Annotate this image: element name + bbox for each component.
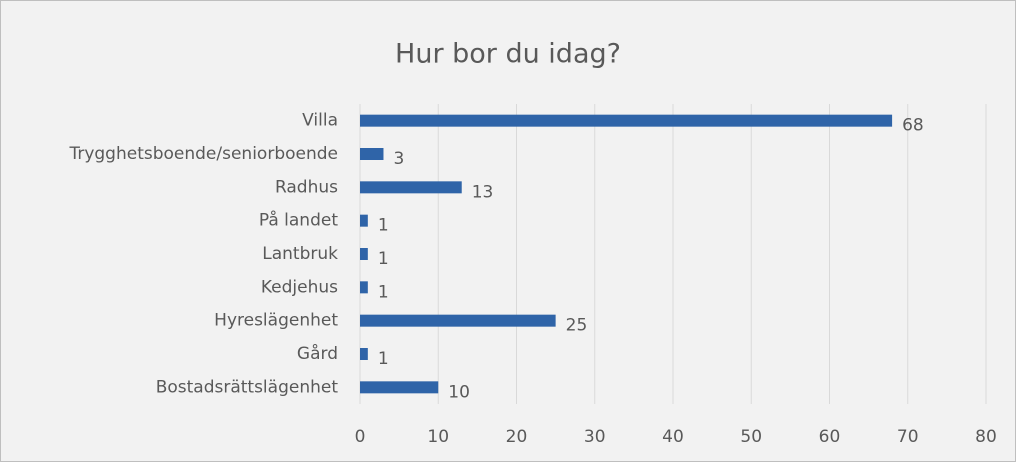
bar [360, 281, 368, 294]
y-tick-label: Radhus [275, 177, 338, 197]
bar [360, 114, 893, 127]
y-tick-label: Lantbruk [262, 244, 338, 264]
y-tick-label: Trygghetsboende/seniorboende [68, 144, 338, 164]
data-label: 10 [448, 382, 470, 402]
y-tick-label: Kedjehus [261, 277, 338, 297]
y-tick-label: Bostadsrättslägenhet [156, 377, 339, 397]
data-label: 1 [378, 216, 389, 236]
x-tick-label: 60 [819, 427, 841, 447]
bar [360, 214, 368, 227]
x-tick-label: 70 [897, 427, 919, 447]
y-tick-label: På landet [259, 210, 338, 231]
y-tick-label: Hyreslägenhet [214, 311, 338, 331]
data-label: 3 [393, 149, 404, 169]
bar [360, 314, 556, 327]
chart-title: Hur bor du idag? [395, 39, 621, 70]
data-label: 25 [566, 316, 588, 336]
x-tick-label: 50 [740, 427, 762, 447]
x-tick-label: 80 [975, 427, 997, 447]
data-label: 1 [378, 349, 389, 369]
bar [360, 148, 384, 160]
bar [360, 248, 368, 260]
x-tick-label: 10 [427, 427, 449, 447]
bar [360, 181, 462, 194]
y-tick-label: Gård [297, 343, 338, 364]
data-label: 1 [378, 282, 389, 302]
y-tick-label: Villa [302, 111, 338, 131]
data-label: 68 [902, 116, 924, 136]
x-tick-label: 0 [355, 427, 366, 447]
data-label: 13 [472, 182, 494, 202]
x-tick-label: 40 [662, 427, 684, 447]
data-label: 1 [378, 249, 389, 269]
x-tick-label: 30 [584, 427, 606, 447]
bar [360, 348, 368, 360]
bar [360, 381, 439, 394]
x-tick-label: 20 [506, 427, 528, 447]
